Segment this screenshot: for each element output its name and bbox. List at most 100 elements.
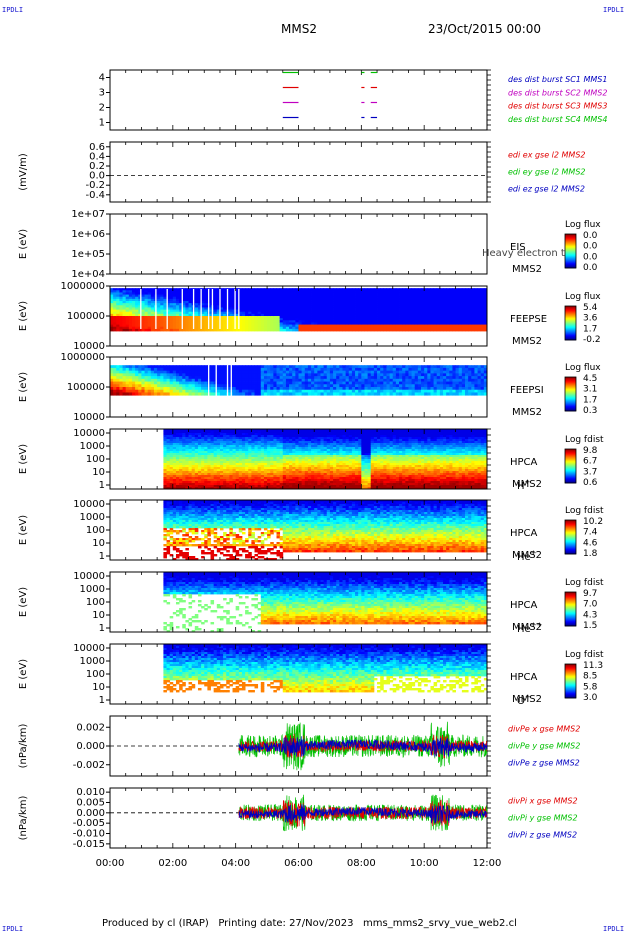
hpca-o-colorbar-tick: 11.3 [583,661,603,671]
eis-colorbar-tick: 0.0 [583,263,598,273]
feepse-y-ticks: 1000000 100000 10000 [60,281,110,352]
feepsi-colorbar-title: Log flux [565,363,601,373]
edi-legend: edi ex gse l2 MMS2 edi ey gse l2 MMS2 edi … [508,150,586,193]
eis-colorbar-title: Log flux [565,220,601,230]
hpca-o-instrument-name: HPCA [510,672,538,683]
divpi-series-z [238,804,488,824]
hpca-h-y-tick-label: 100 [86,454,105,465]
edi-y-tick-label: 0.6 [89,142,105,153]
divpi-right-ticks [487,787,491,849]
hpca-he1-y-tick-label: 100 [86,525,105,536]
hpca-he2-y-ticks: 10000 1000 100 10 1 [73,571,110,634]
feepse-colorbar-title: Log flux [565,292,601,302]
feepse-instrument-label: FEEPSE MMS2 [510,314,547,347]
feepsi-y-label: E (eV) [18,372,29,402]
hpca-o-spectrogram [163,644,488,693]
eis-y-tick-label: 1e+04 [71,269,105,280]
hpca-h-colorbar-title: Log fdist [565,435,604,445]
divpi-y-tick-label: 0.005 [76,797,105,808]
hpca-o-colorbar-tick: 8.5 [583,672,597,682]
burst-y-tick-label: 3 [99,88,105,99]
hpca-o-instrument-sc: MMS2 [512,694,542,705]
hpca-o-y-tick-label: 1 [99,695,105,706]
hpca-h-y-tick-label: 10 [92,467,105,478]
eis-y-tick-label: 1e+06 [71,229,105,240]
burst-segments [282,71,378,119]
feepse-spectrogram [110,288,488,332]
hpca-he1-colorbar-tick: 1.8 [583,549,598,559]
feepsi-colorbar-tick: 0.3 [583,406,597,416]
burst-legend-entry: des dist burst SC1 MMS1 [508,75,607,84]
eis-colorbar-tick: 0.0 [583,231,598,241]
hpca-he2-colorbar-tick: 9.7 [583,589,597,599]
time-tick-label: 00:00 [96,858,125,869]
feepse-data-gaps [140,289,240,329]
hpca-he1-right-ticks [487,499,491,561]
hpca-he1-y-tick-label: 10000 [73,499,105,510]
hpca-o-colorbar-tick: 3.0 [583,693,598,703]
hpca-he1-y-tick-label: 1 [99,551,105,562]
hpca-he2-colorbar-title: Log fdist [565,578,604,588]
time-tick-label: 06:00 [284,858,313,869]
divpe-series-z [238,736,488,757]
time-tick-label: 04:00 [221,858,250,869]
eis-y-label: E (eV) [18,229,29,259]
feepse-y-tick-label: 10000 [73,341,105,352]
hpca-h-right-ticks [487,428,491,490]
eis-colorbar-tick: 0.0 [583,252,598,262]
hpca-he1-colorbar-tick: 10.2 [583,517,603,527]
hpca-he2-y-label: E (eV) [18,587,29,617]
hpca-h-y-label: E (eV) [18,444,29,474]
burst-legend: des dist burst SC1 MMS1 des dist burst SC… [508,75,607,124]
divpe-y-tick-label: 0.000 [76,741,105,752]
hpca-o-right-ticks [487,643,491,705]
divpe-y-label: (nPa/km) [18,724,29,769]
hpca-he1-instrument-sc: MMS2 [512,550,542,561]
hpca-he1-y-tick-label: 1000 [80,512,105,523]
hpca-h-colorbar-tick: 6.7 [583,457,597,467]
divpi-legend: divPi x gse MMS2 divPi y gse MMS2 divPi z … [508,796,578,839]
eis-y-tick-label: 1e+05 [71,249,105,260]
hpca-he1-y-ticks: 10000 1000 100 10 1 [73,499,110,562]
feepsi-instrument-name: FEEPSI [510,385,544,396]
burst-legend-entry: des dist burst SC4 MMS4 [508,115,607,124]
feepsi-data-gaps [208,363,232,397]
burst-y-tick-label: 4 [99,73,105,84]
burst-frame [109,69,488,131]
feepsi-instrument-sc: MMS2 [512,407,542,418]
divpi-legend-entry: divPi z gse MMS2 [508,831,577,840]
corner-label-br: IPDLI [603,925,625,933]
feepse-colorbar-tick: 1.7 [583,324,597,334]
edi-y-ticks: 0.60.40.20.0-0.2-0.4 [85,142,110,201]
edi-frame [109,141,488,203]
hpca-o-colorbar-title: Log fdist [565,650,604,660]
edi-right-ticks [487,141,491,203]
hpca-he2-colorbar-tick: 7.0 [583,600,598,610]
divpi-y-tick-label: -0.005 [73,818,105,829]
hpca-o-y-tick-label: 10 [92,682,105,693]
feepsi-x-minor-ticks [109,357,488,417]
hpca-he1-y-tick-label: 10 [92,538,105,549]
time-axis: 00:00 02:00 04:00 06:00 08:00 10:00 12:00 [96,858,502,869]
divpi-legend-entry: divPi y gse MMS2 [508,814,578,823]
hpca-he2-instrument-sc: MMS2 [512,622,542,633]
hpca-he1-instrument-name: HPCA [510,528,538,539]
feepsi-colorbar-tick: 1.7 [583,395,597,405]
eis-y-ticks: 1e+07 1e+06 1e+05 1e+04 [71,209,110,280]
eis-instrument-label: EIS MMS2 [510,242,542,275]
hpca-h-y-tick-label: 1 [99,480,105,491]
hpca-o-y-ticks: 10000 1000 100 10 1 [73,643,110,706]
divpe-y-tick-label: -0.002 [73,760,105,771]
feepse-colorbar-tick: 3.6 [583,314,598,324]
hpca-he1-spectrogram [163,500,488,561]
burst-y-tick-label: 2 [99,103,105,114]
hpca-h-instrument-sc: MMS2 [512,479,542,490]
time-tick-label: 02:00 [158,858,187,869]
hpca-o-colorbar-tick: 5.8 [583,682,598,692]
